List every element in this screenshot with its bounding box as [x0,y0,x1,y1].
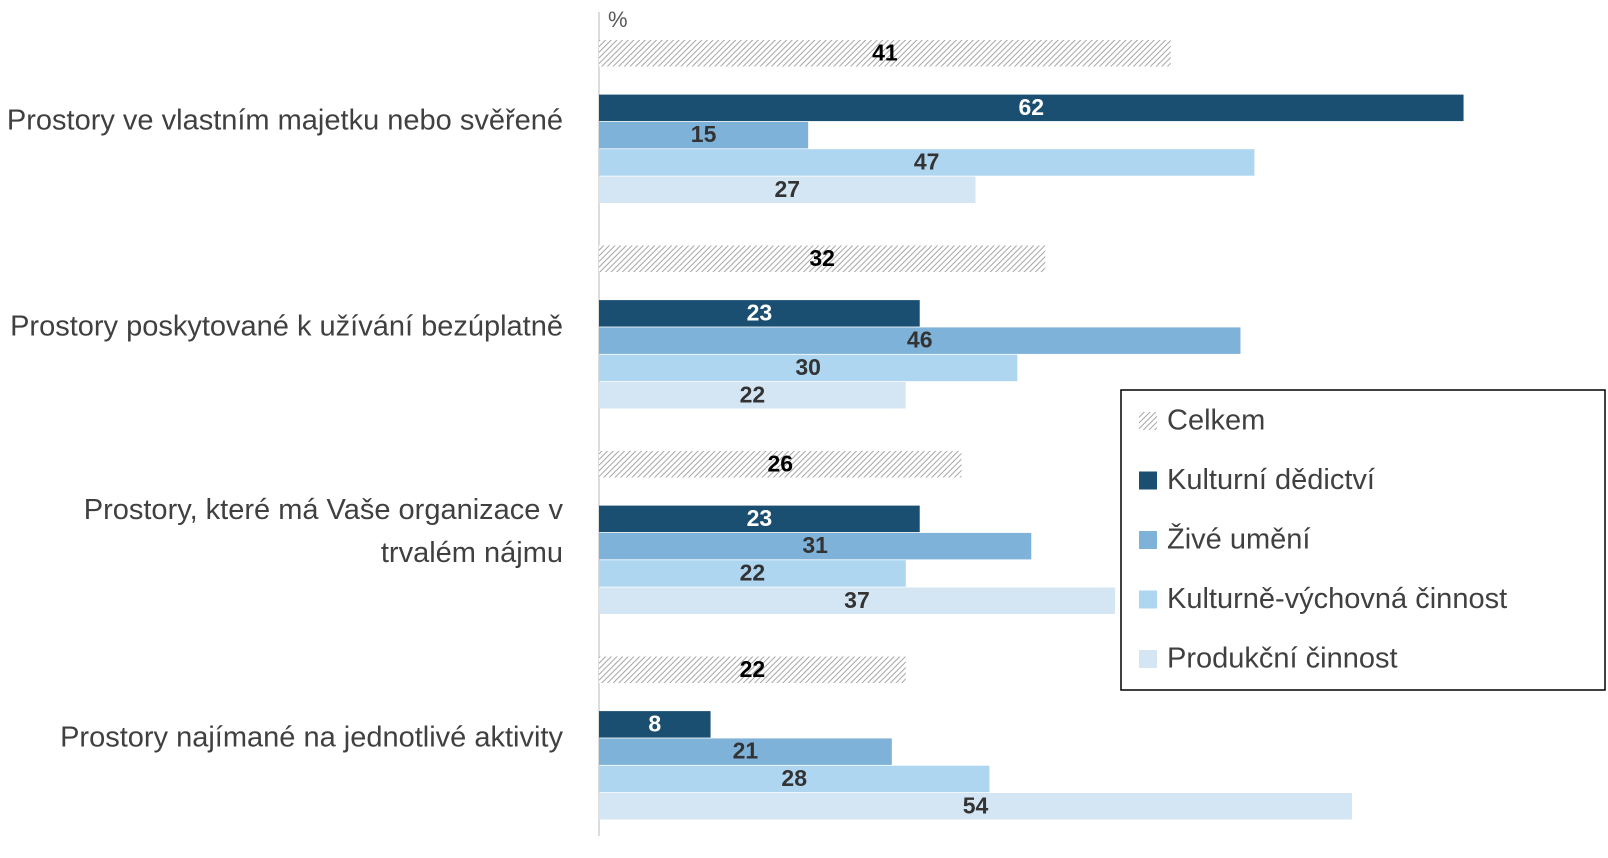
legend-label: Živé umění [1167,523,1310,556]
data-label: 23 [747,505,773,531]
legend-label: Produkční činnost [1167,643,1398,675]
data-label: 23 [747,299,773,325]
bar [599,149,1255,176]
bar [599,94,1464,122]
legend-swatch [1139,531,1157,549]
data-label: 47 [914,149,940,175]
bar [599,176,976,203]
legend-box [1120,389,1606,691]
bar [599,451,962,478]
legend-label: Kulturní dědictví [1167,464,1375,496]
data-label: 46 [907,327,933,353]
data-label: 21 [733,738,759,764]
legend-label: Celkem [1167,405,1265,437]
bar [599,587,1115,614]
category-label: Prostory, které má Vaše organizace v trv… [83,494,563,569]
data-label: 28 [781,765,807,791]
bar [599,711,711,738]
bar [599,765,990,793]
data-label: 22 [740,560,766,586]
legend-swatch [1139,412,1157,430]
data-label: 32 [809,245,835,271]
bar [599,327,1241,354]
axis-label: % [608,7,628,32]
data-label: 54 [963,792,989,818]
bar [599,40,1171,67]
data-label: 8 [648,710,661,736]
bar [599,738,892,765]
legend-swatch [1139,650,1157,668]
data-label: 62 [1018,94,1044,120]
legend-label: Kulturně-výchovná činnost [1167,583,1507,615]
bar [599,354,1018,382]
data-label: 30 [795,354,821,380]
bar [599,300,920,327]
data-label: 27 [774,176,800,202]
bar [599,560,906,587]
category-label: Prostory poskytované k užívání bezúplatn… [10,310,563,342]
bar [599,121,809,149]
data-label: 31 [802,532,828,558]
bar [599,382,906,409]
bar [599,532,1032,560]
data-label: 37 [844,587,870,613]
data-label: 41 [872,39,898,65]
bar [599,656,906,683]
bar [599,793,1352,820]
data-label: 22 [740,381,766,407]
data-label: 15 [691,121,717,147]
data-label: 26 [767,450,793,476]
data-label: 22 [740,656,766,682]
category-label: Prostory ve vlastním majetku nebo svěřen… [6,104,563,137]
legend-swatch [1139,590,1157,609]
bar [599,245,1046,272]
category-label: Prostory najímané na jednotlivé aktivity [60,721,563,753]
bar [599,505,920,533]
legend-swatch [1139,471,1157,490]
